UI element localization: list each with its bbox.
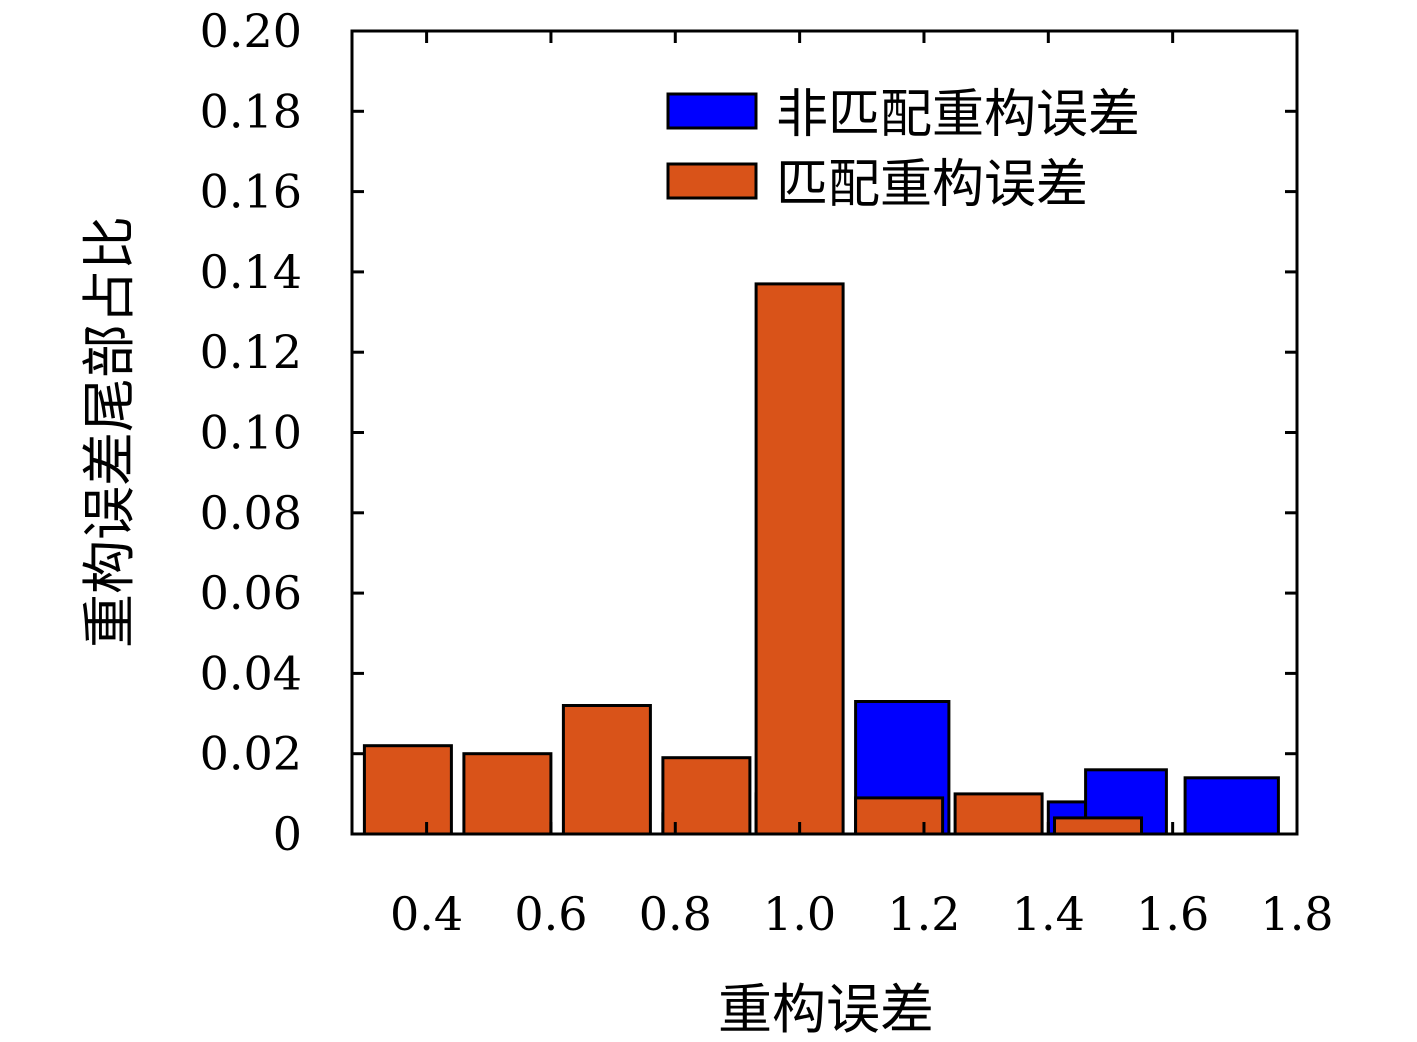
legend: 非匹配重构误差 匹配重构误差 [666, 85, 1140, 215]
bar-matched-4 [754, 282, 845, 836]
bar-matched-7 [1053, 816, 1143, 836]
bars-layer [362, 282, 1280, 836]
x-tick-label-1: 0.6 [514, 887, 587, 941]
x-axis-label: 重构误差 [718, 978, 934, 1041]
ticks-layer: 0 0.02 0.04 0.06 0.08 0.10 0.12 0.14 0.16 0.18 0.2… [200, 4, 1334, 941]
x-tick-label-0: 0.4 [390, 887, 463, 941]
bar-matched-0 [362, 744, 453, 836]
bar-matched-2 [561, 704, 652, 836]
y-tick-label-3: 0.06 [200, 566, 302, 620]
legend-swatch-non-matched [666, 92, 758, 130]
y-tick-label-1: 0.02 [200, 727, 302, 781]
bar-matched-5 [854, 796, 945, 836]
x-tick-label-2: 0.8 [639, 887, 712, 941]
bar-matched-1 [462, 752, 553, 836]
y-tick-label-2: 0.04 [200, 646, 302, 700]
y-tick-label-7: 0.14 [200, 245, 302, 299]
bar-non-matched-5 [1183, 776, 1280, 836]
legend-swatch-matched [666, 162, 758, 200]
legend-label-non-matched: 非匹配重构误差 [776, 85, 1140, 145]
y-tick-label-6: 0.12 [200, 325, 302, 379]
bar-matched-6 [953, 792, 1044, 836]
x-tick-label-7: 1.8 [1260, 887, 1333, 941]
y-tick-label-8: 0.16 [200, 165, 302, 219]
x-tick-label-4: 1.2 [887, 887, 960, 941]
y-tick-label-10: 0.20 [200, 4, 302, 58]
x-tick-label-5: 1.4 [1012, 887, 1085, 941]
x-tick-label-6: 1.6 [1136, 887, 1209, 941]
bar-matched-3 [661, 756, 752, 836]
y-tick-label-4: 0.08 [200, 486, 302, 540]
y-tick-label-9: 0.18 [200, 84, 302, 138]
y-tick-label-0: 0 [273, 807, 302, 861]
y-axis-label: 重构误差尾部占比 [78, 216, 141, 648]
legend-label-matched: 匹配重构误差 [776, 155, 1088, 215]
y-tick-label-5: 0.10 [200, 406, 302, 460]
x-tick-label-3: 1.0 [763, 887, 836, 941]
